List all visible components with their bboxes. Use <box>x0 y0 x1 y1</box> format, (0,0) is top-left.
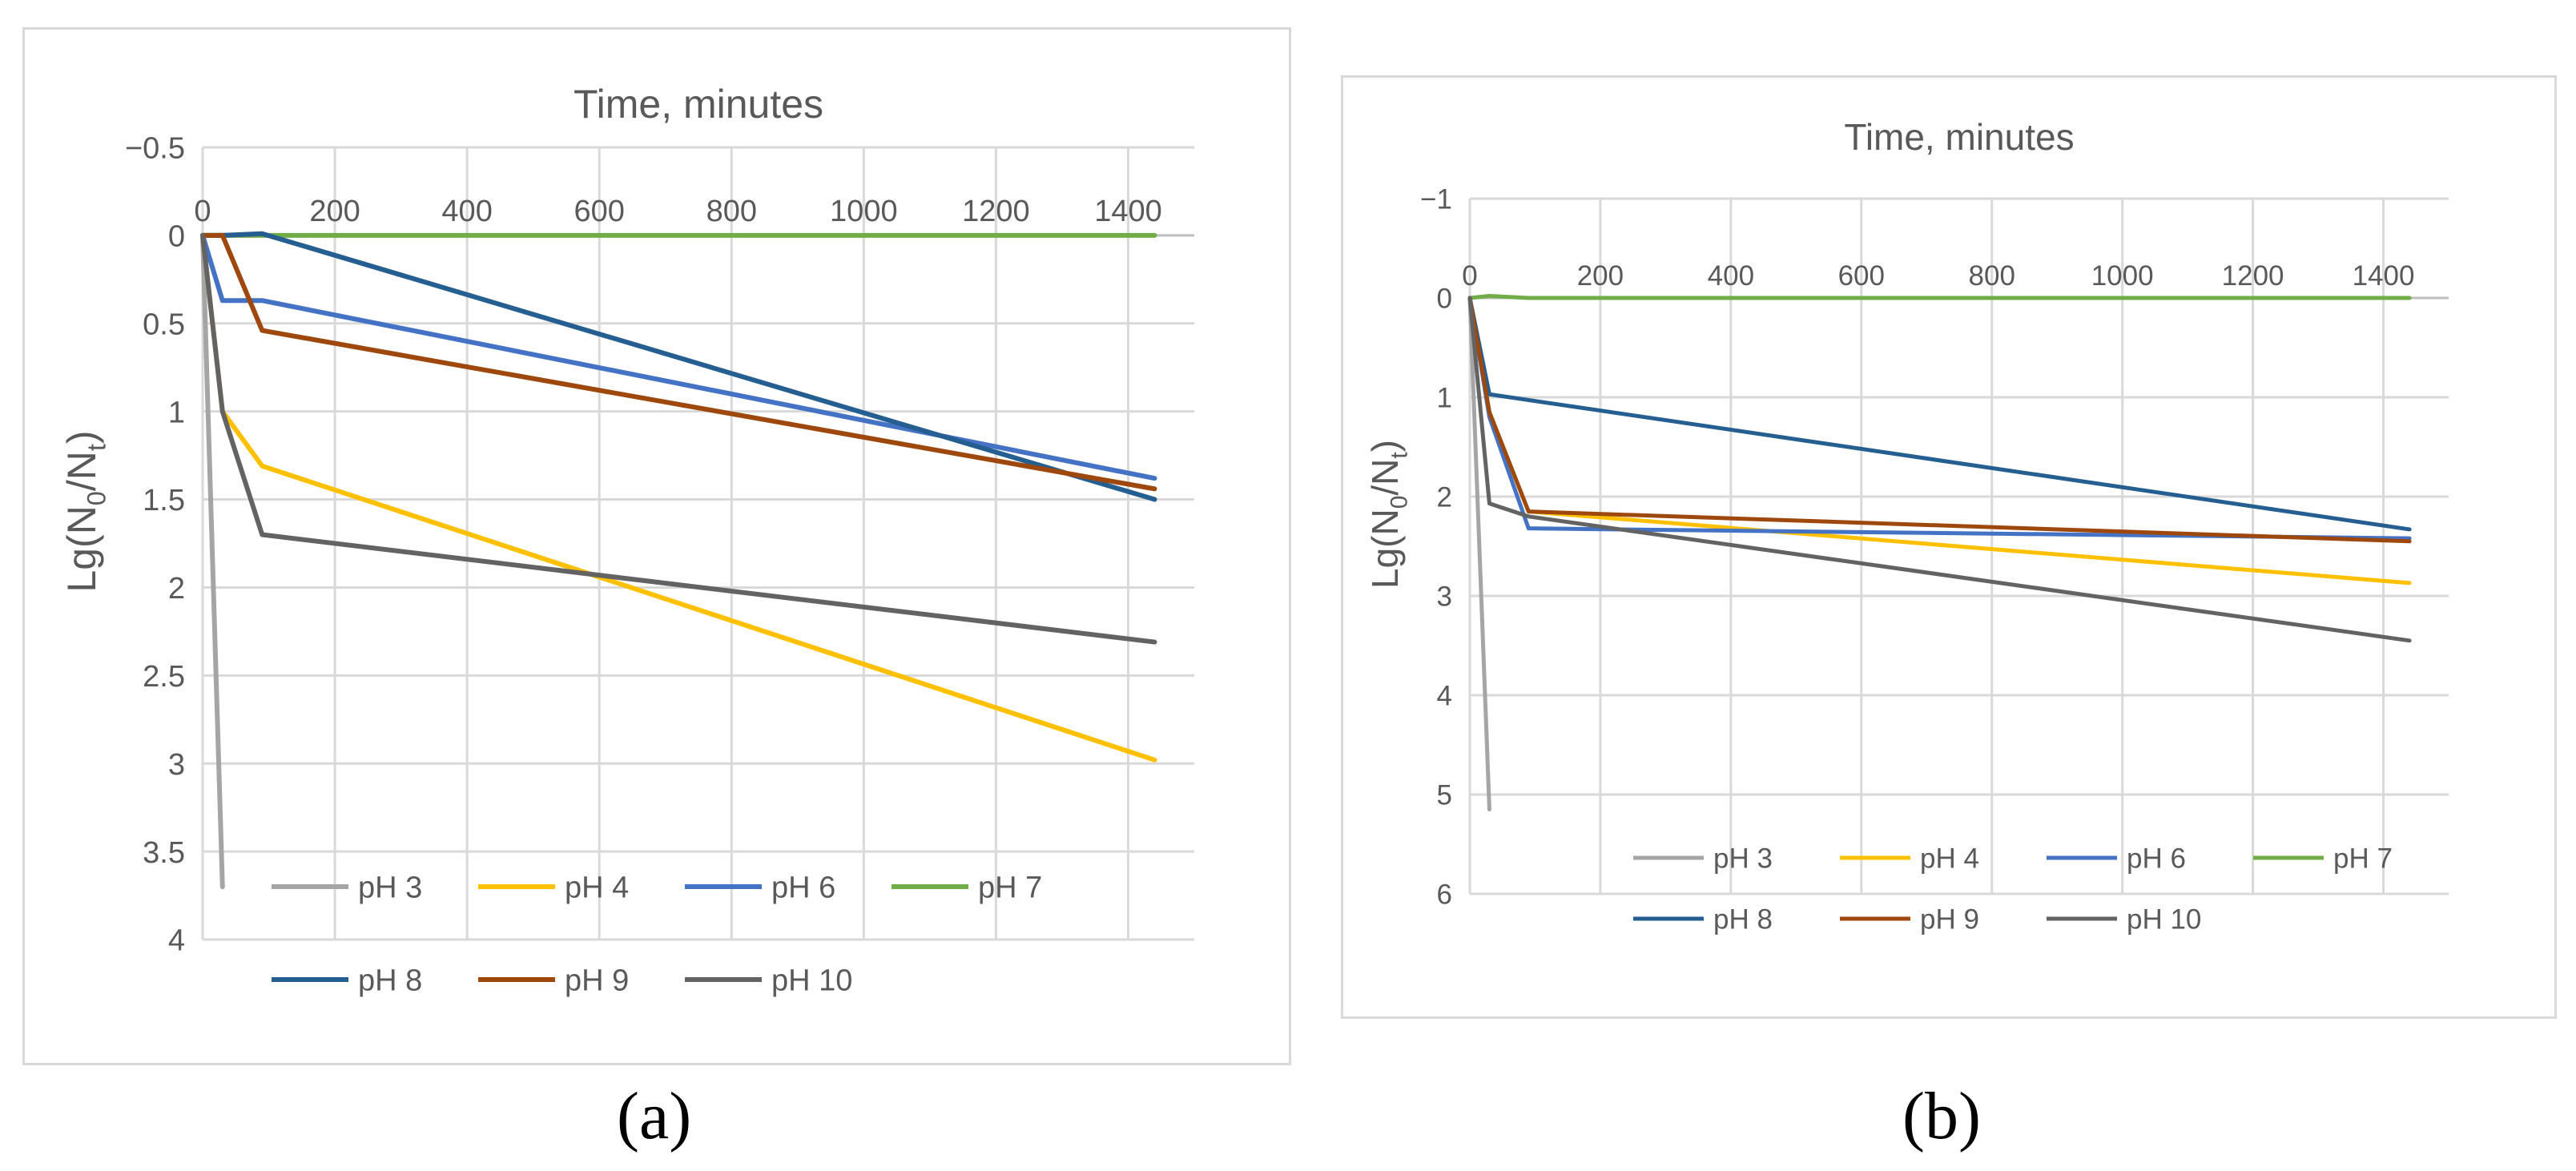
chart-a-x-tick-label: 1200 <box>962 195 1030 228</box>
chart-a-y-axis-label-part: /N <box>59 451 104 491</box>
chart-a-y-tick-label: 3.5 <box>143 836 185 870</box>
chart-b-legend-label-ph-7: pH 7 <box>2333 843 2393 875</box>
chart-a-y-tick-label: 1 <box>168 396 185 429</box>
chart-a-y-tick-label: 2 <box>168 572 185 606</box>
chart-a-x-tick-label: 1000 <box>830 195 898 228</box>
chart-b-svg: Time, minutes −1 0 1 2 3 4 5 6 0 200 400 600 800 1000 1… <box>1364 116 2449 936</box>
chart-b-y-axis-label-part: 0 <box>1387 496 1413 509</box>
chart-b-title: Time, minutes <box>1844 116 2074 158</box>
chart-a-x-tick-label: 800 <box>706 195 757 228</box>
chart-b-y-tick-label: 1 <box>1437 383 1452 414</box>
caption-b: (b) <box>1902 1079 1981 1153</box>
chart-a-legend-label-ph-8: pH 8 <box>358 964 422 998</box>
chart-b-legend-label-ph-3: pH 3 <box>1713 843 1773 875</box>
chart-a-legend-label-ph-9: pH 9 <box>565 964 629 998</box>
chart-a-y-tick-label: 2.5 <box>143 660 185 694</box>
chart-b-y-tick-label: 0 <box>1437 284 1452 315</box>
chart-b-legend-label-ph-8: pH 8 <box>1713 904 1773 936</box>
chart-a-legend-label-ph-3: pH 3 <box>358 871 422 905</box>
chart-b-y-tick-label: 6 <box>1437 879 1452 911</box>
chart-a-series-ph-10 <box>200 232 1157 645</box>
chart-a-x-tick-label: 600 <box>574 195 624 228</box>
chart-a-y-axis-label-part: 0 <box>83 491 111 505</box>
caption-a: (a) <box>617 1079 692 1153</box>
chart-b-x-tick-label: 800 <box>1969 260 2015 292</box>
chart-a-legend-label-ph-4: pH 4 <box>565 871 629 905</box>
chart-b-series-ph-10 <box>1467 296 2412 643</box>
chart-a-x-tick-label: 200 <box>309 195 360 228</box>
chart-b-y-tick-label: −1 <box>1420 184 1452 215</box>
chart-b-y-axis-label: Lg(N0/Nt) <box>1364 440 1413 589</box>
chart-b-y-axis-label-part: /N <box>1364 459 1406 496</box>
chart-a-y-tick-label: 4 <box>168 924 185 958</box>
chart-b-series-ph-3 <box>1467 296 1491 812</box>
chart-a-y-tick-label: 0.5 <box>143 308 185 341</box>
chart-a-svg: Time, minutes −0.5 0 0.5 1 1.5 2 2.5 3 3.5 4 0 200 40… <box>59 82 1194 998</box>
chart-a-x-tick-label: 1400 <box>1094 195 1162 228</box>
chart-a-series-ph-4 <box>200 232 1157 763</box>
chart-b-series-ph-7 <box>1467 294 2412 300</box>
chart-b-x-tick-label: 400 <box>1708 260 1754 292</box>
chart-a-x-tick-label: 400 <box>441 195 492 228</box>
chart-b-x-tick-label: 0 <box>1462 260 1477 292</box>
chart-b-legend-label-ph-10: pH 10 <box>2127 904 2201 936</box>
chart-a-series-ph-3 <box>200 232 225 890</box>
chart-a-y-tick-label: −0.5 <box>125 132 185 166</box>
chart-a-title: Time, minutes <box>574 82 823 127</box>
chart-a-y-tick-label: 3 <box>168 748 185 782</box>
chart-b-x-tick-label: 1400 <box>2353 260 2415 292</box>
chart-a-series-ph-8 <box>200 231 1157 502</box>
chart-a-series-ph-6 <box>200 232 1157 481</box>
chart-b-y-tick-label: 3 <box>1437 581 1452 613</box>
chart-panel-b: Time, minutes −1 0 1 2 3 4 5 6 0 200 400 600 800 1000 1… <box>1341 75 2557 1019</box>
chart-a-legend-label-ph-7: pH 7 <box>978 871 1042 905</box>
chart-b-y-axis-label-part: ) <box>1364 440 1406 452</box>
chart-a-y-tick-label: 0 <box>168 220 185 254</box>
chart-a-y-axis-label-part: t <box>83 444 111 451</box>
chart-b-series-ph-9 <box>1467 296 2412 544</box>
chart-b-legend-label-ph-9: pH 9 <box>1920 904 1979 936</box>
chart-b-y-tick-label: 4 <box>1437 681 1452 712</box>
chart-a-y-axis-label-part: Lg(N <box>59 505 104 592</box>
chart-a-y-axis-label-part: ) <box>59 430 104 444</box>
chart-b-x-tick-label: 600 <box>1838 260 1885 292</box>
chart-a-legend-label-ph-10: pH 10 <box>771 964 852 998</box>
chart-b-series-ph-4 <box>1467 296 2412 586</box>
chart-a-legend-label-ph-6: pH 6 <box>771 871 835 905</box>
chart-a-y-axis-label: Lg(N0/Nt) <box>59 430 111 592</box>
chart-b-series-ph-6 <box>1467 296 2412 541</box>
chart-b-legend-label-ph-4: pH 4 <box>1920 843 1979 875</box>
chart-a-y-tick-label: 1.5 <box>143 484 185 517</box>
chart-b-x-tick-label: 200 <box>1577 260 1624 292</box>
chart-b-y-tick-label: 5 <box>1437 780 1452 811</box>
chart-b-x-tick-label: 1000 <box>2091 260 2154 292</box>
chart-a-series-ph-9 <box>200 232 1157 492</box>
chart-b-legend-label-ph-6: pH 6 <box>2127 843 2186 875</box>
chart-b-y-tick-label: 2 <box>1437 482 1452 513</box>
chart-panel-a: Time, minutes −0.5 0 0.5 1 1.5 2 2.5 3 3.5 4 0 200 40… <box>22 27 1291 1065</box>
chart-b-y-axis-label-part: t <box>1387 452 1413 459</box>
chart-b-y-axis-label-part: Lg(N <box>1364 509 1406 589</box>
chart-b-x-tick-label: 1200 <box>2222 260 2284 292</box>
chart-b-series-ph-8 <box>1467 296 2412 532</box>
chart-a-x-tick-label: 0 <box>194 195 211 228</box>
